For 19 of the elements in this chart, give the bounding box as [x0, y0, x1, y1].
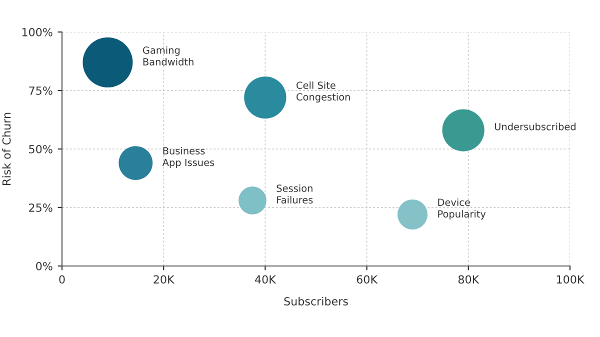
- x-tick-label: 80K: [458, 275, 480, 284]
- series-label: Cell Site Congestion: [296, 81, 350, 102]
- series-label: Business App Issues: [162, 146, 214, 168]
- y-tick-label: 100%: [22, 28, 52, 36]
- y-tick-label: 50%: [29, 144, 52, 154]
- x-tick-label: 40K: [255, 275, 276, 284]
- y-tick-label: 25%: [29, 203, 52, 212]
- series-label: Session Failures: [276, 184, 313, 204]
- x-axis-title: Subscribers: [284, 296, 348, 306]
- x-tick-label: 20K: [154, 275, 175, 284]
- x-tick-label: 60K: [356, 275, 378, 284]
- y-tick-label: 0%: [36, 262, 52, 270]
- y-tick-label: 75%: [29, 86, 52, 95]
- x-tick-label: 100K: [556, 275, 584, 284]
- series-label: Gaming Bandwidth: [142, 46, 194, 66]
- series-label: Device Popularity: [438, 198, 486, 220]
- y-axis-title: Risk of Churn: [2, 112, 11, 185]
- series-label: Undersubscribed: [494, 122, 576, 130]
- x-tick-label: 0: [59, 275, 65, 284]
